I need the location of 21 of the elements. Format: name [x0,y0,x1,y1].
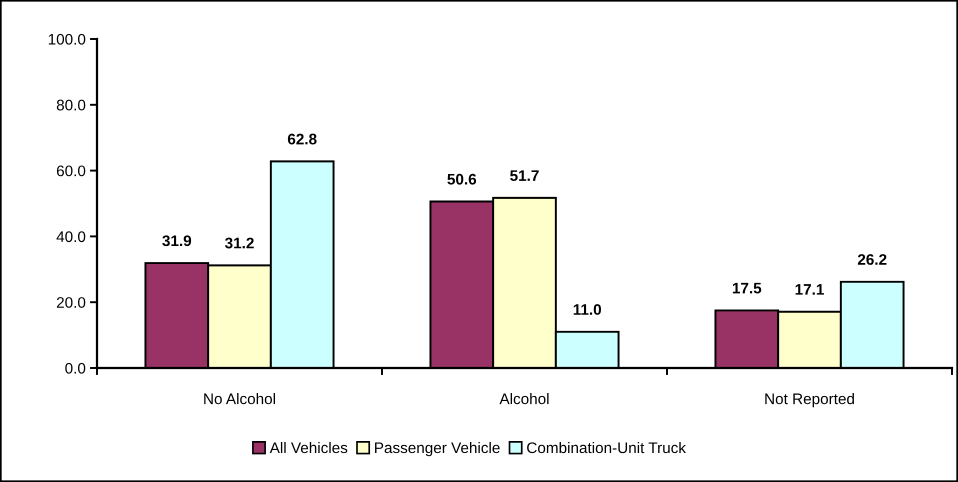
data-label: 62.8 [288,134,317,144]
x-tick-label: Alcohol [499,393,549,404]
y-tick-label: 20.0 [56,297,86,308]
data-label: 26.2 [858,254,886,265]
y-tick-label: 60.0 [56,165,86,176]
data-label: 50.6 [447,174,476,185]
data-label: 17.1 [796,284,824,295]
data-label: 51.7 [510,170,539,181]
x-tick-label: No Alcohol [204,393,275,404]
y-tick-label: 40.0 [56,231,86,242]
legend-label: Passenger Vehicle [375,442,500,456]
legend-label: All Vehicles [270,442,348,454]
y-tick-label: 80.0 [56,100,86,110]
y-tick-label: 0.0 [65,362,86,374]
legend-label: Combination-Unit Truck [527,442,686,454]
data-label: 31.9 [162,235,192,246]
x-tick-label: Not Reported [765,393,854,408]
data-label: 31.2 [224,238,254,248]
data-label: 11.0 [574,304,602,315]
data-label: 17.5 [732,282,762,294]
y-tick-label: 100.0 [48,34,86,45]
